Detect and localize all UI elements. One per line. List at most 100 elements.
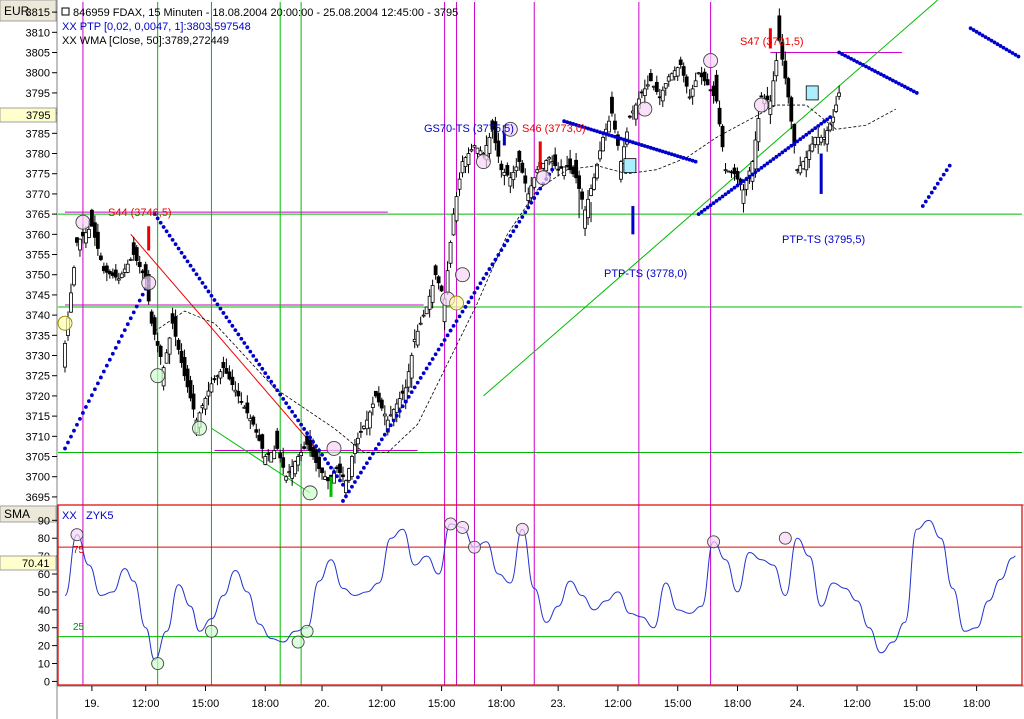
candle-body bbox=[786, 78, 791, 98]
candle-body bbox=[311, 447, 315, 457]
ptp-dot bbox=[436, 347, 441, 352]
ptp-dot bbox=[155, 216, 160, 221]
candle-body bbox=[361, 425, 366, 429]
ptp-dot bbox=[995, 42, 1000, 47]
ptp-dot bbox=[119, 334, 124, 338]
ptp-dot bbox=[251, 354, 256, 358]
candle-body bbox=[720, 125, 725, 148]
pivot-circle bbox=[637, 101, 653, 117]
ptp-dot bbox=[711, 201, 716, 206]
ptp-dot bbox=[484, 271, 489, 276]
candle-body bbox=[723, 169, 728, 172]
candle-body bbox=[825, 130, 830, 145]
candle-body bbox=[753, 139, 758, 170]
pivot-circle bbox=[75, 214, 91, 230]
candle-body bbox=[200, 405, 205, 409]
annotation-s47: S47 (3791,5) bbox=[740, 36, 804, 48]
ptp-dot bbox=[424, 366, 429, 371]
price-y-tick-label: 3800 bbox=[26, 68, 50, 80]
osc-y-tick-label: 10 bbox=[38, 659, 50, 671]
ptp-dot bbox=[604, 132, 608, 136]
candle-body bbox=[224, 368, 229, 374]
candle-body bbox=[819, 136, 824, 143]
candle-body bbox=[768, 100, 773, 115]
ptp-dot bbox=[397, 409, 402, 413]
osc-pivot-circle bbox=[515, 522, 529, 536]
candle-body bbox=[379, 399, 384, 409]
osc-pivot-circle bbox=[151, 657, 165, 670]
candle-body bbox=[466, 153, 471, 165]
candle-body bbox=[478, 150, 483, 155]
ptp-dot bbox=[125, 322, 130, 327]
pivot-circle bbox=[449, 295, 464, 311]
candle-body bbox=[741, 189, 746, 204]
trend-line bbox=[130, 233, 320, 453]
candle-body bbox=[780, 41, 785, 60]
ptp-dot bbox=[861, 63, 865, 67]
ptp-dot bbox=[577, 123, 581, 128]
candle-body bbox=[580, 191, 584, 200]
candle-body bbox=[140, 270, 145, 274]
candle-body bbox=[107, 270, 112, 275]
x-tick-label: 18:00 bbox=[488, 698, 516, 710]
osc-y-tick-label: 0 bbox=[44, 676, 50, 688]
price-y-tick-label: 3740 bbox=[26, 310, 50, 322]
candle-body bbox=[406, 371, 411, 388]
ptp-dot bbox=[1016, 54, 1021, 59]
ptp-dot bbox=[137, 298, 142, 303]
ptp-dot bbox=[188, 263, 193, 268]
ptp-dot bbox=[469, 295, 474, 300]
ptp-dot bbox=[565, 120, 570, 125]
candle-body bbox=[684, 76, 689, 87]
ptp-dot bbox=[460, 309, 465, 314]
legend-wma: XX WMA [Close, 50]:3789,272449 bbox=[62, 35, 229, 47]
ptp-dot bbox=[63, 446, 67, 451]
ptp-dot bbox=[571, 122, 576, 126]
ptp-box bbox=[623, 158, 637, 174]
candle-body bbox=[544, 160, 549, 172]
candle-body bbox=[607, 120, 611, 133]
candle-body bbox=[523, 175, 528, 184]
ptp-dot bbox=[341, 499, 345, 503]
ptp-dot bbox=[669, 152, 674, 157]
ptp-dot bbox=[992, 40, 997, 45]
ptp-dot bbox=[759, 165, 764, 170]
x-tick-label: 18:00 bbox=[963, 698, 991, 710]
pivot-circle bbox=[326, 440, 342, 456]
candle-body bbox=[397, 398, 402, 409]
ptp-dot bbox=[627, 139, 632, 144]
candle-body bbox=[702, 71, 707, 82]
x-tick-label: 15:00 bbox=[192, 698, 220, 710]
ptp-dot bbox=[687, 157, 692, 162]
candle-body bbox=[182, 357, 187, 377]
annotation-s46: S46 (3773,0) bbox=[522, 123, 586, 135]
ptp-dot bbox=[792, 141, 797, 146]
price-y-tick-label: 3770 bbox=[26, 189, 50, 201]
candle-body bbox=[496, 140, 501, 157]
ptp-dot bbox=[885, 75, 889, 80]
candle-body bbox=[101, 266, 106, 272]
ptp-dot bbox=[278, 392, 283, 397]
ptp-dot bbox=[364, 461, 369, 465]
ptp-dot bbox=[747, 174, 752, 179]
candle-body bbox=[502, 171, 507, 176]
ptp-dot bbox=[598, 130, 602, 135]
candle-body bbox=[526, 193, 531, 201]
ptp-dot bbox=[980, 33, 985, 38]
ptp-dot bbox=[185, 259, 190, 264]
candle-body bbox=[167, 337, 172, 355]
ptp-dot bbox=[535, 191, 540, 196]
candle-body bbox=[239, 401, 244, 403]
candle-body bbox=[451, 213, 456, 236]
ptp-dot bbox=[607, 133, 611, 137]
ptp-dot bbox=[317, 448, 321, 453]
candle-body bbox=[795, 169, 800, 172]
candle-body bbox=[616, 134, 620, 146]
ptp-dot bbox=[81, 411, 85, 415]
ptp-dot bbox=[714, 198, 719, 203]
pivot-circle bbox=[302, 485, 318, 501]
candle-body bbox=[834, 104, 839, 112]
ptp-dot bbox=[356, 475, 360, 480]
candle-body bbox=[777, 15, 782, 41]
